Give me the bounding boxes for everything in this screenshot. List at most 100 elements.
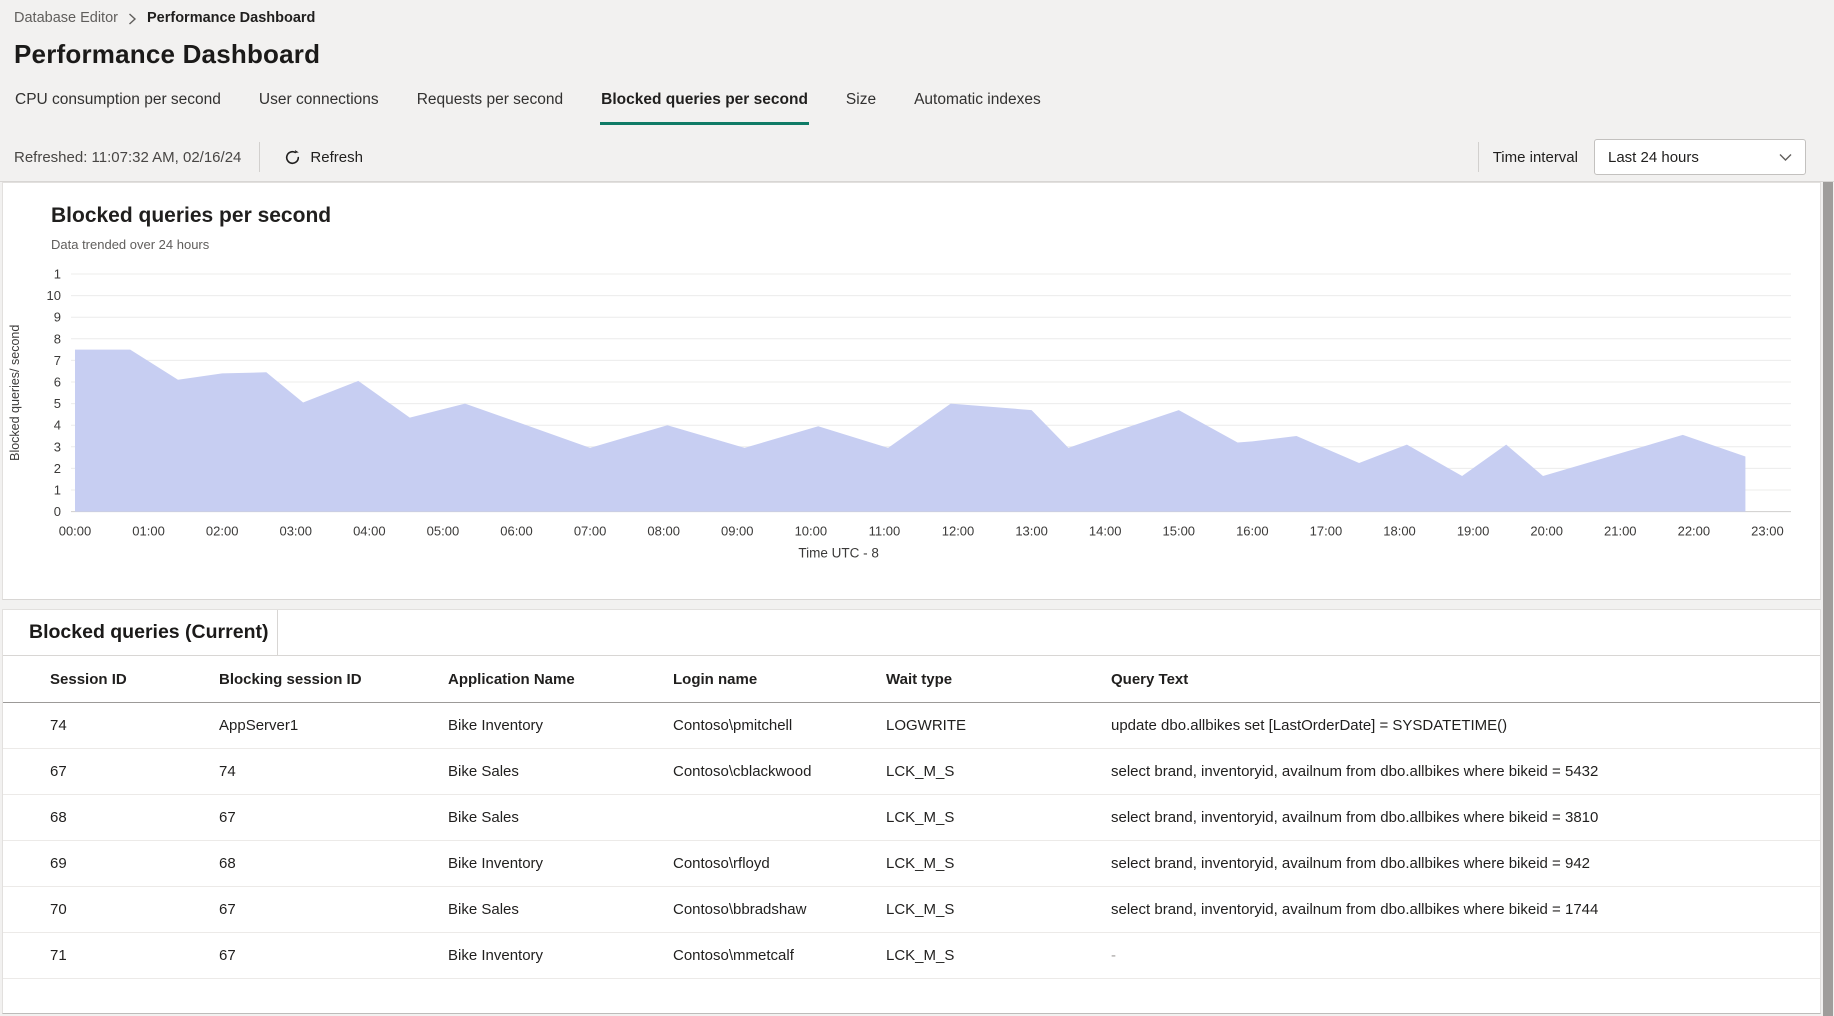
chevron-right-icon (128, 12, 137, 25)
table-row[interactable]: 69 68 Bike Inventory Contoso\rfloyd LCK_M_S s… (3, 841, 1820, 887)
y-tick-label: 6 (54, 375, 61, 390)
table-body: 74 AppServer1 Bike Inventory Contoso\pmitch… (3, 703, 1820, 979)
tab-requests-per-second[interactable]: Requests per second (416, 91, 564, 125)
content: Blocked queries per second Data trended … (0, 182, 1834, 1014)
y-tick-label: 7 (54, 353, 61, 368)
x-tick-label: 00:00 (59, 524, 92, 539)
toolbar-divider (1477, 142, 1479, 172)
x-tick-label: 18:00 (1383, 524, 1416, 539)
chart-card: Blocked queries per second Data trended … (2, 182, 1821, 600)
column-header-login_name: Login name (673, 670, 758, 688)
cell-session_id: 67 (50, 763, 67, 780)
cell-blocking_session_id: 68 (219, 855, 236, 872)
chart-title: Blocked queries per second (51, 204, 332, 227)
x-tick-label: 20:00 (1530, 524, 1563, 539)
tab-bar: CPU consumption per second User connectio… (14, 91, 1834, 125)
toolbar-right: Time interval Last 24 hours (1460, 139, 1806, 175)
tab-blocked-queries-per-second[interactable]: Blocked queries per second (600, 91, 809, 125)
x-tick-label: 13:00 (1015, 524, 1048, 539)
cell-query_text: select brand, inventoryid, availnum from… (1111, 763, 1599, 780)
cell-wait_type: LCK_M_S (886, 855, 955, 872)
x-tick-label: 19:00 (1457, 524, 1490, 539)
breadcrumb: Database Editor Performance Dashboard (14, 10, 1834, 26)
cell-blocking_session_id: 74 (219, 763, 236, 780)
cell-application_name: Bike Inventory (448, 855, 544, 872)
cell-session_id: 74 (50, 717, 67, 734)
cell-session_id: 69 (50, 855, 67, 872)
cell-query_text: select brand, inventoryid, availnum from… (1111, 855, 1591, 872)
x-tick-label: 04:00 (353, 524, 386, 539)
y-tick-label: 2 (54, 461, 61, 476)
column-header-blocking_session_id: Blocking session ID (219, 670, 362, 688)
table-row[interactable]: 74 AppServer1 Bike Inventory Contoso\pmitch… (3, 703, 1820, 749)
cell-blocking_session_id: AppServer1 (219, 717, 299, 734)
table-row[interactable]: 67 74 Bike Sales Contoso\cblackwood LCK_M_S s… (3, 749, 1820, 795)
table-row[interactable]: 71 67 Bike Inventory Contoso\mmetcalf LCK_M_… (3, 933, 1820, 979)
cell-wait_type: LCK_M_S (886, 809, 955, 826)
scrollbar-thumb[interactable] (1823, 182, 1833, 1016)
blocked-queries-table: Session ID Blocking session ID Application… (3, 656, 1820, 979)
time-interval-dropdown[interactable]: Last 24 hours (1594, 139, 1806, 175)
cell-blocking_session_id: 67 (219, 809, 236, 826)
cell-query_text: select brand, inventoryid, availnum from… (1111, 809, 1599, 826)
chevron-down-icon (1779, 153, 1792, 162)
x-tick-label: 02:00 (206, 524, 239, 539)
y-tick-label: 5 (54, 396, 61, 411)
x-tick-label: 05:00 (427, 524, 460, 539)
x-tick-label: 12:00 (942, 524, 975, 539)
table-header-row: Session ID Blocking session ID Application… (3, 656, 1820, 703)
area-series (75, 349, 1746, 512)
x-tick-label: 03:00 (279, 524, 312, 539)
breadcrumb-item-database-editor[interactable]: Database Editor (14, 10, 118, 26)
tab-automatic-indexes[interactable]: Automatic indexes (913, 91, 1042, 125)
x-tick-label: 08:00 (647, 524, 680, 539)
cell-application_name: Bike Sales (448, 809, 519, 826)
breadcrumb-item-current: Performance Dashboard (146, 10, 316, 26)
x-tick-label: 10:00 (795, 524, 828, 539)
cell-login_name: Contoso\cblackwood (673, 763, 812, 780)
cell-application_name: Bike Sales (448, 763, 519, 780)
x-axis-title: Time UTC - 8 (798, 546, 879, 561)
table-section-title: Blocked queries (Current) (3, 610, 278, 655)
y-tick-label: 9 (54, 310, 61, 325)
time-interval-value: Last 24 hours (1608, 148, 1699, 166)
column-header-application_name: Application Name (448, 670, 575, 688)
blocked-queries-chart: 1 10 9 8 7 6 5 4 3 2 1 0 00:00 01:00 02:00 03:00 04:00 05… (3, 260, 1820, 572)
y-tick-label: 4 (54, 418, 61, 433)
cell-blocking_session_id: 67 (219, 901, 236, 918)
time-interval-label: Time interval (1492, 148, 1578, 166)
y-tick-label: 8 (54, 331, 61, 346)
cell-application_name: Bike Inventory (448, 947, 544, 964)
x-tick-label: 21:00 (1604, 524, 1637, 539)
x-tick-label: 07:00 (574, 524, 607, 539)
header: Database Editor Performance Dashboard Pe… (0, 0, 1834, 182)
table-section-header: Blocked queries (Current) (3, 610, 1820, 656)
refresh-button[interactable]: Refresh (274, 143, 373, 172)
x-tick-label: 17:00 (1310, 524, 1343, 539)
y-tick-label: 0 (54, 504, 61, 519)
tab-size[interactable]: Size (845, 91, 877, 125)
cell-login_name: Contoso\rfloyd (673, 855, 770, 872)
table-row[interactable]: 70 67 Bike Sales Contoso\bbradshaw LCK_M_S se… (3, 887, 1820, 933)
tab-user-connections[interactable]: User connections (258, 91, 380, 125)
cell-session_id: 71 (50, 947, 67, 964)
cell-wait_type: LCK_M_S (886, 947, 955, 964)
vertical-scrollbar[interactable] (1822, 182, 1834, 1016)
cell-query_text: select brand, inventoryid, availnum from… (1111, 901, 1599, 918)
column-header-session_id: Session ID (50, 670, 127, 688)
cell-login_name: Contoso\mmetcalf (673, 947, 794, 964)
x-tick-label: 22:00 (1678, 524, 1711, 539)
tab-cpu-consumption-per-second[interactable]: CPU consumption per second (14, 91, 222, 125)
refresh-icon (284, 149, 301, 166)
toolbar-divider (259, 142, 261, 172)
cell-wait_type: LOGWRITE (886, 717, 967, 734)
cell-query_text: update dbo.allbikes set [LastOrderDate] … (1111, 717, 1508, 734)
table-row[interactable]: 68 67 Bike Sales LCK_M_S select brand, inven… (3, 795, 1820, 841)
y-tick-label: 10 (47, 288, 61, 303)
chart-subtitle: Data trended over 24 hours (51, 237, 210, 252)
column-header-wait_type: Wait type (886, 670, 953, 688)
x-tick-label: 11:00 (869, 524, 901, 539)
cell-login_name: Contoso\pmitchell (673, 717, 793, 734)
